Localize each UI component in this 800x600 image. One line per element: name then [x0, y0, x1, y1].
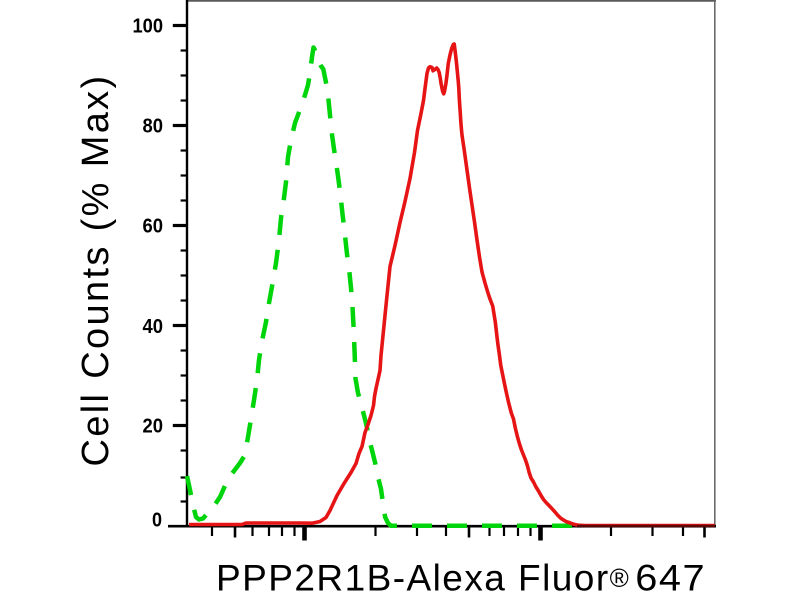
svg-text:60: 60 [143, 215, 164, 238]
svg-text:40: 40 [143, 315, 164, 338]
svg-text:100: 100 [133, 14, 164, 37]
svg-text:Cell Counts (% Max): Cell Counts (% Max) [75, 73, 117, 466]
svg-text:PPP2R1B-Alexa Fluor®647: PPP2R1B-Alexa Fluor® 647 [216, 558, 706, 599]
svg-text:80: 80 [143, 115, 164, 138]
svg-text:20: 20 [143, 415, 164, 438]
svg-text:0: 0 [152, 509, 162, 532]
